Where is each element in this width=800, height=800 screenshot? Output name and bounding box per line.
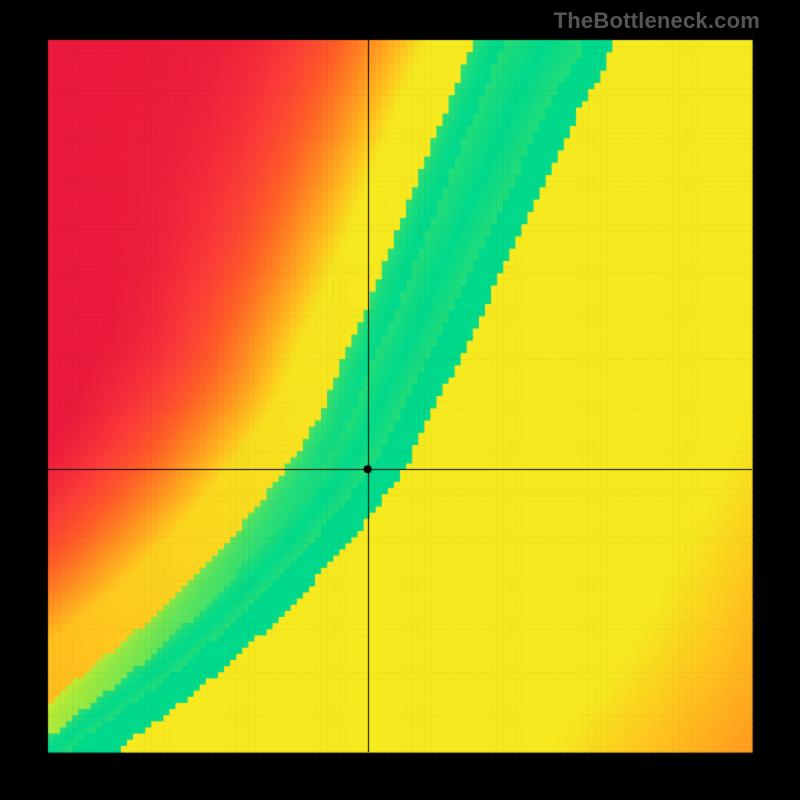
chart-container: { "watermark": { "text": "TheBottleneck.…	[0, 0, 800, 800]
bottleneck-heatmap	[0, 0, 800, 800]
watermark-text: TheBottleneck.com	[554, 8, 760, 34]
